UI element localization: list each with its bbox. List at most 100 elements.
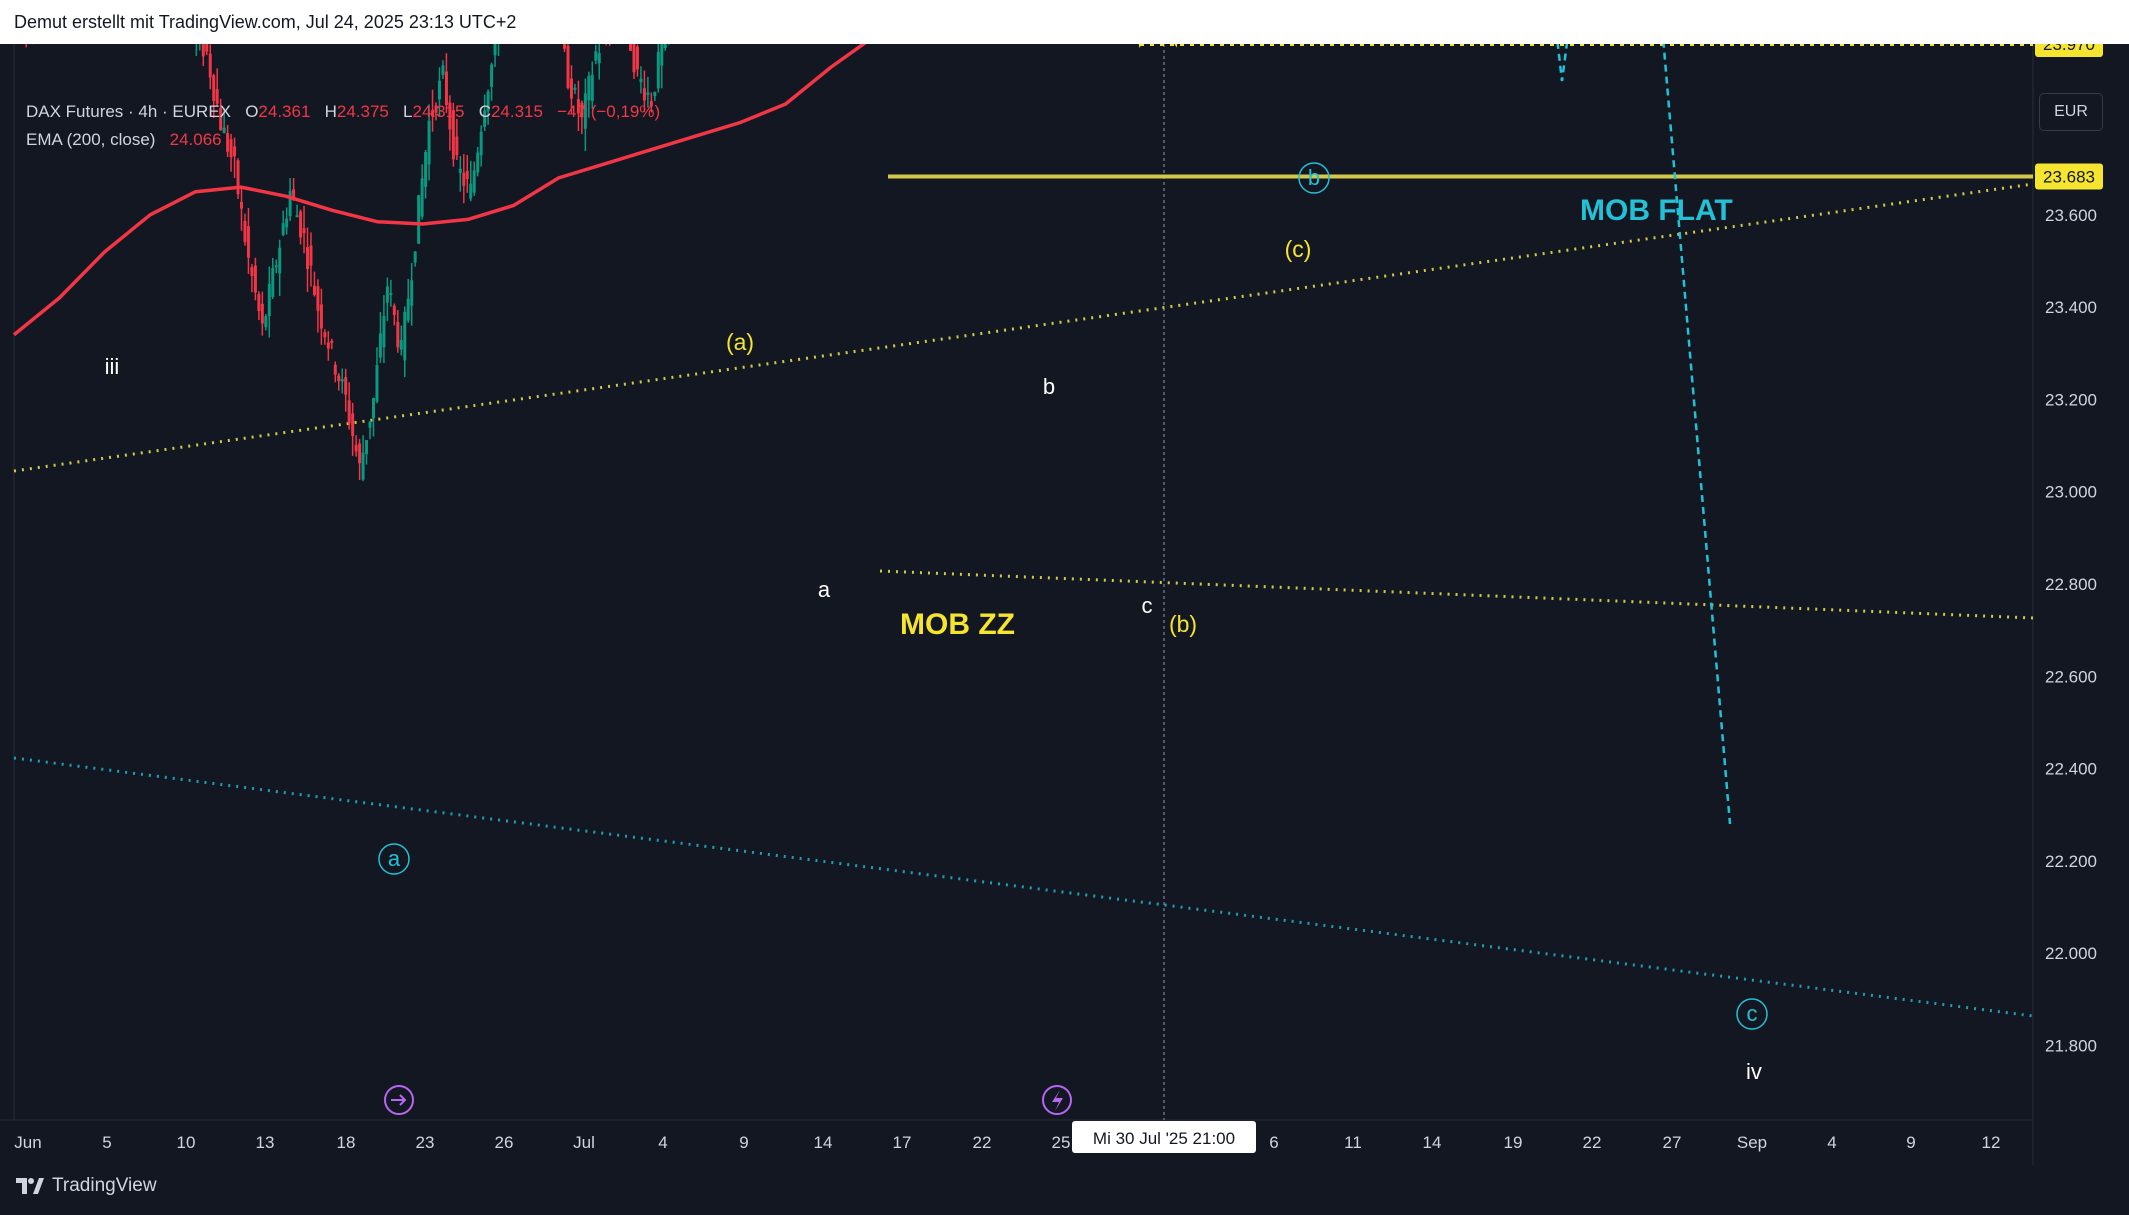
currency-button[interactable]: EUR <box>2039 93 2103 131</box>
candle-body <box>271 268 275 297</box>
candle-body <box>257 293 261 312</box>
candle-body <box>378 333 382 358</box>
wave-label-b-circled-ring <box>1298 162 1330 194</box>
candle-body <box>410 280 414 306</box>
time-tick-label: Jul <box>573 1133 595 1152</box>
wave-label-b: b <box>1043 374 1055 399</box>
candle-body <box>389 293 393 296</box>
candle-body <box>444 71 448 106</box>
legend-symbol[interactable]: DAX Futures · 4h · EUREX <box>26 102 232 121</box>
candle-body <box>403 311 407 361</box>
legend-row-ema: EMA (200, close) 24.066 <box>26 126 660 154</box>
candle-body <box>653 92 657 97</box>
candle-body <box>295 215 299 218</box>
candle-body <box>274 265 278 268</box>
candle-body <box>427 120 431 165</box>
wave-label-a-circled-ring <box>378 843 410 875</box>
candle-body <box>264 316 268 328</box>
price-tick-label: 23.200 <box>2045 390 2097 409</box>
candle-body <box>337 375 341 382</box>
candle-body <box>354 444 358 452</box>
middle-trendline <box>879 569 2034 620</box>
candle-body <box>253 265 257 293</box>
candle-body <box>205 44 209 52</box>
price-tag-23.970 <box>2035 44 2103 58</box>
candle-body <box>660 44 664 66</box>
crosshair-time-label: Mi 30 Jul '25 21:00 <box>1093 1129 1235 1148</box>
time-tick-label: 19 <box>1504 1133 1523 1152</box>
candle-body <box>396 321 400 348</box>
wave-label-c-circled: c <box>1747 1001 1758 1026</box>
candle-body <box>309 245 313 266</box>
candle-body <box>448 102 452 130</box>
candle-body <box>417 195 421 244</box>
candle-body <box>288 191 292 217</box>
tradingview-brand-text: TradingView <box>52 1175 157 1196</box>
candle-body <box>629 44 633 51</box>
price-tick-label: 22.200 <box>2045 852 2097 871</box>
candle-body <box>632 44 636 73</box>
candle-body <box>656 52 660 89</box>
candle-body <box>424 152 428 188</box>
candle-body <box>458 168 462 173</box>
event-icon-split <box>384 1085 414 1115</box>
price-tag-value: 23.970 <box>2043 44 2095 54</box>
candle-body <box>212 75 216 101</box>
candle-body <box>587 75 591 101</box>
time-tick-label: 17 <box>893 1133 912 1152</box>
candle-body <box>635 46 639 70</box>
wave-label-b-paren: (b) <box>1169 611 1197 637</box>
annotation-mob-zz: MOB ZZ <box>900 608 1015 641</box>
candle-body <box>351 413 355 436</box>
footer-bar: TradingView <box>0 1165 2129 1215</box>
price-tick-label: 21.800 <box>2045 1037 2097 1056</box>
price-tag-value: 23.683 <box>2043 167 2095 186</box>
time-tick-label: 9 <box>739 1133 748 1152</box>
candle-body <box>455 136 459 156</box>
price-tick-label: 22.600 <box>2045 667 2097 686</box>
candle-body <box>392 305 396 316</box>
chart-area[interactable]: 26.00025.80025.60025.40025.20025.00024.8… <box>0 44 2129 1165</box>
candle-body <box>299 211 303 238</box>
lower-trendline <box>13 756 2034 1018</box>
price-tag-23.683 <box>2035 163 2103 190</box>
wave-label-a-paren: (a) <box>726 329 754 355</box>
candle-body <box>465 170 469 180</box>
candle-body <box>358 443 362 464</box>
time-tick-label: 10 <box>177 1133 196 1152</box>
price-chart[interactable]: 26.00025.80025.60025.40025.20025.00024.8… <box>0 44 2129 1165</box>
candle-body <box>649 101 653 107</box>
legend-row-main: DAX Futures · 4h · EUREX O24.361 H24.375… <box>26 98 660 126</box>
time-tick-label: 22 <box>1583 1133 1602 1152</box>
price-tick-label: 23.600 <box>2045 206 2097 225</box>
candle-body <box>597 53 601 64</box>
candle-body <box>493 44 497 56</box>
candle-body <box>201 44 205 57</box>
time-tick-label: 6 <box>1269 1133 1278 1152</box>
crosshair-time-box <box>1072 1121 1256 1153</box>
candles <box>25 44 670 482</box>
time-tick-label: 11 <box>1344 1133 1362 1152</box>
tradingview-brand[interactable]: TradingView <box>16 1175 157 1197</box>
candle-body <box>583 93 587 129</box>
candle-body <box>385 286 389 303</box>
legend-o-label: O <box>245 102 259 121</box>
time-tick-label: 23 <box>416 1133 435 1152</box>
candle-body <box>219 107 223 131</box>
candle-body <box>260 303 264 324</box>
time-tick-label: 26 <box>495 1133 514 1152</box>
candle-body <box>215 89 219 104</box>
price-axis: 26.00025.80025.60025.40025.20025.00024.8… <box>2045 114 2097 1056</box>
legend-ema-label[interactable]: EMA (200, close) <box>26 130 156 149</box>
legend-low: 24.315 <box>412 102 465 121</box>
legend-open: 24.361 <box>258 102 311 121</box>
candle-body <box>576 99 580 114</box>
time-tick-label: 14 <box>814 1133 833 1152</box>
candle-body <box>240 201 244 209</box>
legend-high: 24.375 <box>336 102 389 121</box>
price-tick-label: 23.400 <box>2045 298 2097 317</box>
candle-body <box>229 139 233 158</box>
chart-background <box>0 44 2129 1165</box>
legend-h-label: H <box>324 102 337 121</box>
